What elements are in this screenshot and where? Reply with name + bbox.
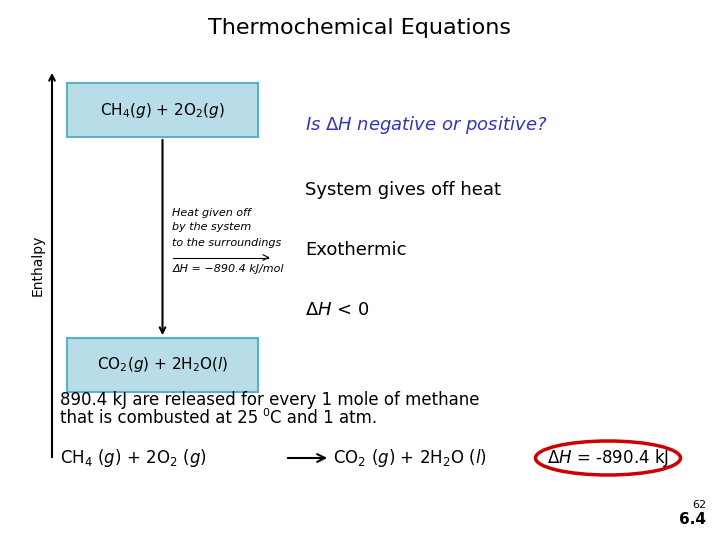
Text: 0: 0 <box>262 408 269 418</box>
FancyBboxPatch shape <box>67 83 258 137</box>
FancyBboxPatch shape <box>67 338 258 392</box>
Text: that is combusted at 25: that is combusted at 25 <box>60 409 258 427</box>
Text: by the system: by the system <box>173 222 252 233</box>
Text: CO$_2$ ($g$) + 2H$_2$O ($l$): CO$_2$ ($g$) + 2H$_2$O ($l$) <box>333 447 487 469</box>
Text: C and 1 atm.: C and 1 atm. <box>270 409 377 427</box>
Text: CO$_2$($g$) + 2H$_2$O($l$): CO$_2$($g$) + 2H$_2$O($l$) <box>96 355 228 375</box>
Text: Exothermic: Exothermic <box>305 241 407 259</box>
Text: Thermochemical Equations: Thermochemical Equations <box>209 18 511 38</box>
Text: CH$_4$ ($g$) + 2O$_2$ ($g$): CH$_4$ ($g$) + 2O$_2$ ($g$) <box>60 447 207 469</box>
Text: Enthalpy: Enthalpy <box>31 234 45 296</box>
Text: 890.4 kJ are released for every 1 mole of methane: 890.4 kJ are released for every 1 mole o… <box>60 391 480 409</box>
Text: System gives off heat: System gives off heat <box>305 181 501 199</box>
Text: Is $\Delta H$ negative or positive?: Is $\Delta H$ negative or positive? <box>305 114 547 136</box>
Text: Heat given off: Heat given off <box>173 207 251 218</box>
Text: to the surroundings: to the surroundings <box>173 238 282 247</box>
Text: $\Delta H$ = -890.4 kJ: $\Delta H$ = -890.4 kJ <box>547 447 669 469</box>
Text: CH$_4$($g$) + 2O$_2$($g$): CH$_4$($g$) + 2O$_2$($g$) <box>100 100 225 119</box>
Text: 6.4: 6.4 <box>679 512 706 528</box>
Text: 62: 62 <box>692 500 706 510</box>
Text: ΔH = −890.4 kJ/mol: ΔH = −890.4 kJ/mol <box>173 265 284 274</box>
Text: $\Delta H$ < 0: $\Delta H$ < 0 <box>305 301 369 319</box>
